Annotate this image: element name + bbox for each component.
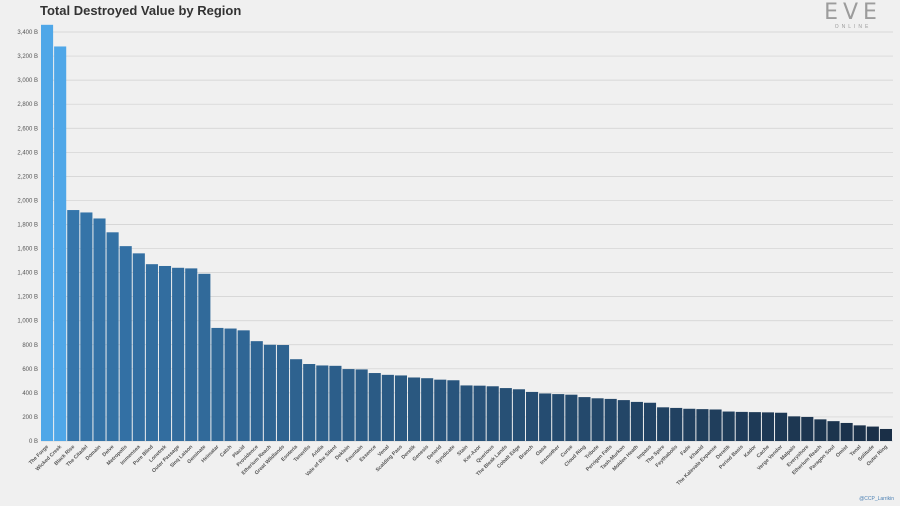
bar <box>748 412 761 441</box>
bar <box>775 412 788 441</box>
x-tick-label: Omist <box>835 444 850 459</box>
x-tick-label: Branch <box>518 444 535 461</box>
bar <box>604 398 617 441</box>
bar <box>172 267 185 441</box>
bar <box>657 407 670 441</box>
bar <box>853 425 866 441</box>
bar <box>643 402 657 441</box>
bar <box>93 218 106 441</box>
bar <box>617 400 630 441</box>
bar <box>840 422 853 441</box>
y-tick-label: 2,000 B <box>17 198 38 204</box>
y-tick-label: 1,800 B <box>17 222 38 228</box>
bar <box>447 380 460 441</box>
bar <box>473 385 486 441</box>
y-tick-label: 600 B <box>22 367 38 373</box>
bar <box>434 379 447 441</box>
bar <box>735 411 748 441</box>
bar <box>670 407 683 441</box>
bar <box>119 246 132 441</box>
bar <box>250 341 263 441</box>
bar <box>499 388 512 441</box>
y-tick-label: 2,200 B <box>17 174 38 180</box>
y-tick-label: 1,000 B <box>17 319 38 325</box>
y-tick-label: 0 B <box>29 439 38 445</box>
y-tick-label: 2,800 B <box>17 102 38 108</box>
y-tick-label: 2,400 B <box>17 150 38 156</box>
bar <box>394 375 408 441</box>
bar <box>827 421 840 441</box>
bar <box>525 391 539 441</box>
bar <box>54 46 67 441</box>
bar <box>696 409 709 441</box>
bar <box>41 24 54 441</box>
bar <box>801 416 814 441</box>
bar <box>630 401 643 441</box>
bar <box>185 268 198 441</box>
bar <box>355 369 368 441</box>
bar <box>329 365 342 441</box>
eve-online-logo: EVE ONLINE <box>818 2 888 32</box>
bar <box>224 328 237 441</box>
bar <box>237 330 250 441</box>
credit-text: @CCP_Larrikin <box>859 496 894 502</box>
bar <box>290 359 303 441</box>
bar <box>106 232 119 441</box>
bar <box>368 373 381 441</box>
bar <box>788 416 801 441</box>
bar <box>342 369 355 441</box>
y-tick-label: 1,600 B <box>17 247 38 253</box>
y-tick-label: 200 B <box>22 415 38 421</box>
y-tick-label: 400 B <box>22 391 38 397</box>
bar <box>80 212 93 441</box>
bar <box>67 210 80 441</box>
bar <box>421 378 434 441</box>
bar <box>814 419 827 441</box>
bar <box>132 253 145 441</box>
y-tick-label: 3,200 B <box>17 54 38 60</box>
logo-subtext: ONLINE <box>834 24 872 30</box>
y-tick-label: 2,600 B <box>17 126 38 132</box>
bar <box>539 393 552 441</box>
bar <box>866 426 879 441</box>
chart-title: Total Destroyed Value by Region <box>40 3 242 18</box>
bar <box>709 409 722 441</box>
bar <box>591 398 604 441</box>
bar <box>303 364 316 441</box>
bar <box>552 394 565 441</box>
bar <box>276 345 290 441</box>
bar <box>512 389 525 441</box>
bar <box>565 394 578 441</box>
x-tick-label: Kador <box>743 444 758 459</box>
bar <box>460 385 473 441</box>
bar <box>486 386 499 441</box>
bar <box>211 327 224 441</box>
bar <box>722 411 735 441</box>
logo-text: EVE <box>824 0 882 25</box>
bar <box>879 428 892 441</box>
bar <box>408 377 421 441</box>
bar <box>158 265 172 441</box>
bar <box>198 273 211 441</box>
y-tick-label: 3,400 B <box>17 30 38 36</box>
y-tick-label: 1,200 B <box>17 295 38 301</box>
x-tick-label: Catch <box>219 444 233 458</box>
y-tick-label: 800 B <box>22 343 38 349</box>
bar <box>381 374 394 441</box>
bar <box>761 412 775 441</box>
bar <box>578 397 591 441</box>
bar <box>145 264 158 441</box>
bar <box>683 408 696 441</box>
bar <box>263 344 276 441</box>
y-tick-label: 1,400 B <box>17 271 38 277</box>
bar <box>316 365 329 441</box>
y-tick-label: 3,000 B <box>17 78 38 84</box>
